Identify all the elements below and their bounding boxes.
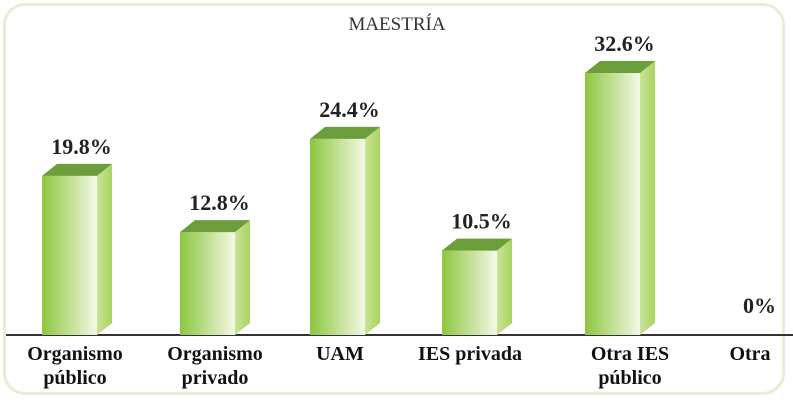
- bar-side: [497, 238, 512, 335]
- bar-side: [235, 220, 250, 335]
- bar: [585, 61, 655, 335]
- bar-side: [640, 61, 655, 335]
- value-label: 12.8%: [189, 190, 250, 215]
- bar: [310, 126, 380, 335]
- bar-top: [310, 126, 380, 139]
- value-label: 24.4%: [319, 97, 380, 122]
- x-tick-label: Organismo público: [27, 343, 123, 389]
- bar-front: [180, 232, 235, 335]
- frame: [3, 3, 785, 395]
- bar-front: [42, 175, 97, 335]
- x-tick-label: IES privada: [418, 343, 522, 365]
- x-tick-label: Organismo privado: [167, 343, 263, 389]
- bar: [42, 163, 112, 335]
- x-tick-label: UAM: [316, 343, 364, 365]
- bar-front: [442, 250, 497, 335]
- bar-top: [42, 163, 112, 176]
- bar-top: [180, 220, 250, 233]
- chart-title: MAESTRÍA: [348, 13, 445, 35]
- bar-side: [365, 126, 380, 335]
- x-tick-label: Otra: [729, 343, 771, 365]
- bar-side: [97, 163, 112, 335]
- bar-front: [585, 73, 640, 335]
- value-label: 0%: [743, 293, 776, 318]
- bar: [442, 238, 512, 335]
- bar-front: [310, 138, 365, 335]
- x-tick-label: Otra IES público: [590, 343, 670, 389]
- bar: [180, 220, 250, 335]
- value-label: 10.5%: [451, 209, 512, 234]
- value-label: 19.8%: [51, 134, 112, 159]
- bar-top: [442, 238, 512, 251]
- value-label: 32.6%: [594, 31, 655, 56]
- bar-top: [585, 61, 655, 73]
